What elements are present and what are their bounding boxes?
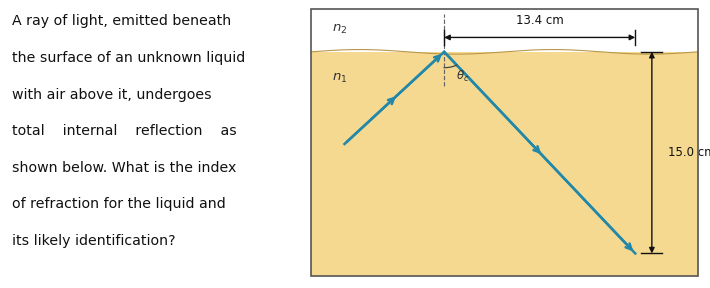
Bar — [311, 52, 697, 276]
Text: its likely identification?: its likely identification? — [12, 234, 175, 248]
Text: A ray of light, emitted beneath: A ray of light, emitted beneath — [12, 14, 231, 29]
Text: with air above it, undergoes: with air above it, undergoes — [12, 88, 212, 102]
Text: of refraction for the liquid and: of refraction for the liquid and — [12, 197, 226, 211]
Text: 15.0 cm: 15.0 cm — [669, 146, 710, 159]
Text: the surface of an unknown liquid: the surface of an unknown liquid — [12, 51, 245, 65]
Bar — [311, 9, 697, 52]
Text: $n_1$: $n_1$ — [332, 72, 347, 85]
Text: total    internal    reflection    as: total internal reflection as — [12, 124, 236, 138]
Text: $\theta_c$: $\theta_c$ — [456, 69, 469, 84]
Text: shown below. What is the index: shown below. What is the index — [12, 161, 236, 175]
Text: $n_2$: $n_2$ — [332, 23, 347, 36]
Text: 13.4 cm: 13.4 cm — [516, 14, 564, 27]
